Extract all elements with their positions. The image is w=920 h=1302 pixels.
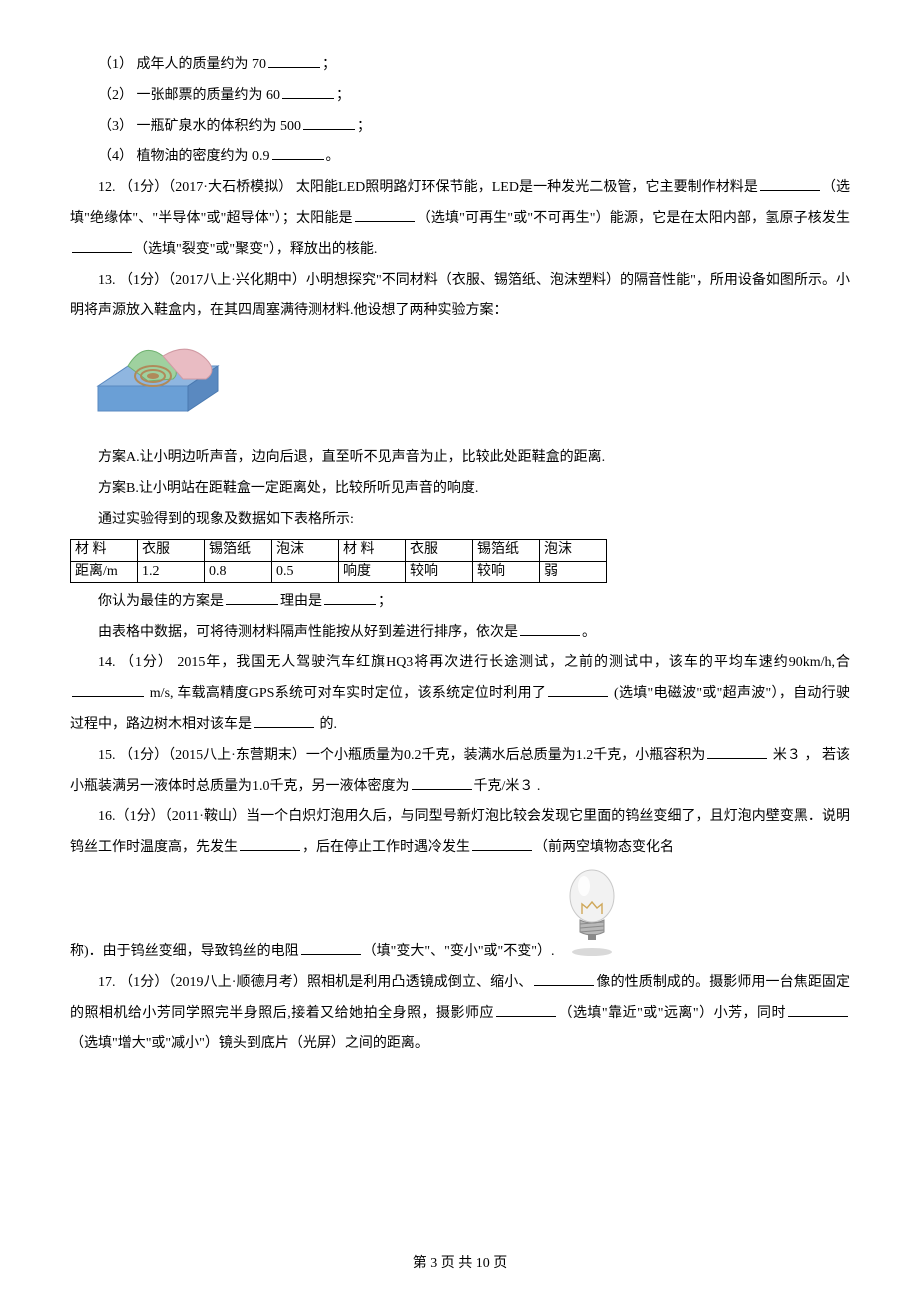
- q14-t1: 14. （1分） 2015年，我国无人驾驶汽车红旗HQ3将再次进行长途测试，之前…: [98, 655, 850, 670]
- blank: [412, 775, 472, 790]
- blank: [548, 682, 608, 697]
- blank: [534, 971, 594, 986]
- blank: [303, 115, 355, 130]
- q16-t5: （填"变大"、"变小"或"不变"）.: [363, 944, 555, 959]
- q13-planB: 方案B.让小明站在距鞋盒一定距离处，比较所听见声音的响度.: [70, 474, 850, 505]
- table-cell: 衣服: [138, 540, 205, 561]
- q16-para-a: 16.（1分）（2011·鞍山）当一个白炽灯泡用久后，与同型号新灯泡比较会发现它…: [70, 802, 850, 864]
- q13-planA-text: 方案A.让小明边听声音，边向后退，直至听不见声音为止，比较此处距鞋盒的距离.: [98, 450, 605, 465]
- q11-l3-text: （3） 一瓶矿泉水的体积约为 500: [98, 119, 301, 134]
- table-cell: 材 料: [339, 540, 406, 561]
- q13-pretable: 通过实验得到的现象及数据如下表格所示:: [70, 505, 850, 536]
- q11-line4: （4） 植物油的密度约为 0.9 。: [70, 142, 850, 173]
- blank: [496, 1002, 556, 1017]
- blank: [324, 590, 376, 605]
- blank: [268, 53, 320, 68]
- q11-l1b: ；: [322, 57, 336, 72]
- table-cell: 距离/m: [71, 561, 138, 582]
- page-footer: 第 3 页 共 10 页: [0, 1249, 920, 1280]
- footer-text: 第 3 页 共 10 页: [413, 1256, 508, 1271]
- table-row: 材 料衣服锡箔纸泡沫材 料衣服锡箔纸泡沫: [71, 540, 607, 561]
- q17-t1: 17. （1分）（2019八上·顺德月考）照相机是利用凸透镜成倒立、缩小、: [98, 975, 532, 990]
- blank: [472, 836, 532, 851]
- lightbulb-image: [558, 864, 626, 959]
- table-cell: 1.2: [138, 561, 205, 582]
- table-cell: 响度: [339, 561, 406, 582]
- blank: [72, 682, 144, 697]
- q15-t1: 15. （1分）（2015八上·东营期末）一个小瓶质量为0.2千克，装满水后总质…: [98, 748, 705, 763]
- q17-t4: （选填"增大"或"减小"）镜头到底片（光屏）之间的距离。: [70, 1036, 429, 1051]
- q11-line1: （1） 成年人的质量约为 70 ；: [70, 50, 850, 81]
- q13-intro: 13. （1分）（2017八上·兴化期中）小明想探究"不同材料（衣服、锡箔纸、泡…: [70, 266, 850, 328]
- q11-line2: （2） 一张邮票的质量约为 60 ；: [70, 81, 850, 112]
- q13-after2b: 。: [582, 625, 596, 640]
- table-cell: 衣服: [406, 540, 473, 561]
- table-cell: 泡沫: [540, 540, 607, 561]
- blank: [788, 1002, 848, 1017]
- blank: [282, 84, 334, 99]
- q11-l3b: ；: [357, 119, 371, 134]
- blank: [355, 207, 415, 222]
- q16-para-b: 称)．由于钨丝变细，导致钨丝的电阻 （填"变大"、"变小"或"不变"）.: [70, 864, 850, 968]
- table-cell: 较响: [473, 561, 540, 582]
- table-cell: 0.5: [272, 561, 339, 582]
- q11-l2b: ；: [336, 88, 350, 103]
- q11-l1-text: （1） 成年人的质量约为 70: [98, 57, 266, 72]
- q11-l4b: 。: [326, 149, 340, 164]
- q16-t2: ，后在停止工作时遇冷发生: [302, 840, 470, 855]
- blank: [254, 713, 314, 728]
- q14-para: 14. （1分） 2015年，我国无人驾驶汽车红旗HQ3将再次进行长途测试，之前…: [70, 648, 850, 740]
- shoebox-icon: [88, 331, 248, 426]
- q12-t1: 12. （1分）（2017·大石桥模拟） 太阳能LED照明路灯环保节能，LED是…: [98, 180, 758, 195]
- q16-t4: 称)．由于钨丝变细，导致钨丝的电阻: [70, 944, 299, 959]
- blank: [301, 940, 361, 955]
- blank: [72, 238, 132, 253]
- blank: [226, 590, 278, 605]
- q13-t1: 13. （1分）（2017八上·兴化期中）小明想探究"不同材料（衣服、锡箔纸、泡…: [70, 273, 850, 319]
- q17-para: 17. （1分）（2019八上·顺德月考）照相机是利用凸透镜成倒立、缩小、像的性…: [70, 968, 850, 1060]
- table-cell: 弱: [540, 561, 607, 582]
- q11-l2-text: （2） 一张邮票的质量约为 60: [98, 88, 280, 103]
- q13-after1a: 你认为最佳的方案是: [98, 594, 224, 609]
- q14-t4: 的.: [316, 717, 337, 732]
- blank: [520, 621, 580, 636]
- lightbulb-icon: [562, 864, 622, 959]
- q12-t3: （选填"可再生"或"不可再生"）能源，它是在太阳内部，氢原子核发生: [417, 211, 850, 226]
- q13-after1c: ；: [378, 594, 392, 609]
- table-cell: 锡箔纸: [473, 540, 540, 561]
- q13-after2: 由表格中数据，可将待测材料隔声性能按从好到差进行排序，依次是 。: [70, 618, 850, 649]
- q16-t3: （前两空填物态变化名: [534, 840, 674, 855]
- q15-para: 15. （1分）（2015八上·东营期末）一个小瓶质量为0.2千克，装满水后总质…: [70, 741, 850, 803]
- blank: [760, 176, 820, 191]
- table-cell: 锡箔纸: [205, 540, 272, 561]
- table-cell: 泡沫: [272, 540, 339, 561]
- shoebox-image: [88, 331, 850, 439]
- blank: [240, 836, 300, 851]
- table-cell: 较响: [406, 561, 473, 582]
- q11-line3: （3） 一瓶矿泉水的体积约为 500 ；: [70, 112, 850, 143]
- q15-t3: 千克/米３ .: [474, 779, 541, 794]
- q13-after2a: 由表格中数据，可将待测材料隔声性能按从好到差进行排序，依次是: [98, 625, 518, 640]
- table-row: 距离/m1.20.80.5响度较响较响弱: [71, 561, 607, 582]
- q13-after1: 你认为最佳的方案是 理由是 ；: [70, 587, 850, 618]
- q14-t2: m/s, 车载高精度GPS系统可对车实时定位，该系统定位时利用了: [146, 686, 546, 701]
- q13-planA: 方案A.让小明边听声音，边向后退，直至听不见声音为止，比较此处距鞋盒的距离.: [70, 443, 850, 474]
- experiment-table: 材 料衣服锡箔纸泡沫材 料衣服锡箔纸泡沫距离/m1.20.80.5响度较响较响弱: [70, 539, 607, 582]
- q11-l4-text: （4） 植物油的密度约为 0.9: [98, 149, 270, 164]
- q12-para: 12. （1分）（2017·大石桥模拟） 太阳能LED照明路灯环保节能，LED是…: [70, 173, 850, 265]
- table-cell: 材 料: [71, 540, 138, 561]
- table-cell: 0.8: [205, 561, 272, 582]
- q17-t3: （选填"靠近"或"远离"）小芳，同时: [558, 1006, 786, 1021]
- q13-after1b: 理由是: [280, 594, 322, 609]
- blank: [272, 145, 324, 160]
- q13-pretable-text: 通过实验得到的现象及数据如下表格所示:: [98, 512, 354, 527]
- blank: [707, 744, 767, 759]
- q12-t4: （选填"裂变"或"聚变"），释放出的核能.: [134, 242, 377, 257]
- q13-planB-text: 方案B.让小明站在距鞋盒一定距离处，比较所听见声音的响度.: [98, 481, 478, 496]
